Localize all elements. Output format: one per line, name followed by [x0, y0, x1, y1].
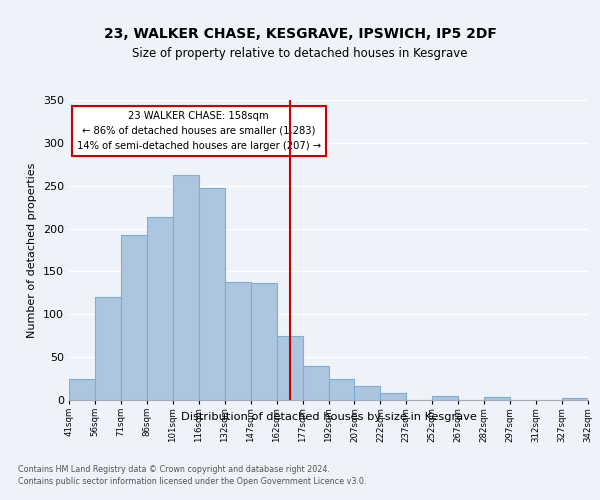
- Bar: [121, 236, 147, 400]
- Text: Size of property relative to detached houses in Kesgrave: Size of property relative to detached ho…: [132, 48, 468, 60]
- Text: Distribution of detached houses by size in Kesgrave: Distribution of detached houses by size …: [181, 412, 477, 422]
- Bar: [562, 398, 588, 400]
- Bar: [147, 216, 173, 400]
- Text: 23 WALKER CHASE: 158sqm
← 86% of detached houses are smaller (1,283)
14% of semi: 23 WALKER CHASE: 158sqm ← 86% of detache…: [77, 111, 321, 150]
- Bar: [173, 176, 199, 400]
- Bar: [95, 297, 121, 400]
- Bar: [251, 282, 277, 400]
- Bar: [277, 336, 302, 400]
- Bar: [484, 398, 510, 400]
- Bar: [69, 380, 95, 400]
- Bar: [302, 366, 329, 400]
- Text: 23, WALKER CHASE, KESGRAVE, IPSWICH, IP5 2DF: 23, WALKER CHASE, KESGRAVE, IPSWICH, IP5…: [104, 28, 496, 42]
- Bar: [380, 393, 406, 400]
- Bar: [355, 386, 380, 400]
- Text: Contains public sector information licensed under the Open Government Licence v3: Contains public sector information licen…: [18, 478, 367, 486]
- Text: Contains HM Land Registry data © Crown copyright and database right 2024.: Contains HM Land Registry data © Crown c…: [18, 465, 330, 474]
- Bar: [433, 396, 458, 400]
- Bar: [329, 380, 355, 400]
- Y-axis label: Number of detached properties: Number of detached properties: [28, 162, 37, 338]
- Bar: [225, 282, 251, 400]
- Bar: [199, 188, 224, 400]
